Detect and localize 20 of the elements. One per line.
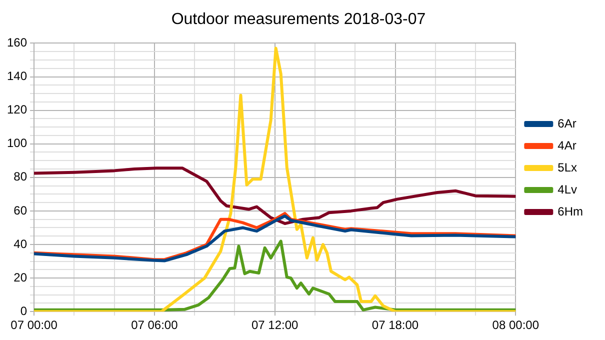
y-tick-label: 0	[20, 304, 28, 318]
y-tick-label: 140	[6, 69, 28, 84]
y-tick-label: 20	[14, 270, 28, 284]
chart-title: Outdoor measurements 2018-03-07	[171, 11, 426, 28]
legend-label: 4Ar	[558, 138, 576, 152]
y-tick-label: 120	[6, 102, 28, 117]
x-tick-label: 07 18:00	[372, 318, 419, 332]
x-tick-label: 08 00:00	[492, 318, 540, 332]
y-tick-label: 80	[14, 170, 28, 184]
y-tick-label: 160	[6, 36, 28, 50]
legend-label: 6Ar	[558, 116, 576, 130]
legend-label: 4Lv	[558, 182, 578, 196]
x-tick-label: 07 06:00	[131, 318, 178, 332]
y-tick-label: 60	[14, 203, 28, 218]
x-tick-label: 07 12:00	[251, 318, 299, 332]
legend-label: 5Lx	[558, 160, 578, 174]
y-tick-label: 40	[14, 236, 28, 251]
y-tick-label: 100	[6, 136, 28, 150]
legend-label: 6Hm	[558, 204, 584, 218]
x-tick-label: 07 00:00	[10, 318, 58, 332]
